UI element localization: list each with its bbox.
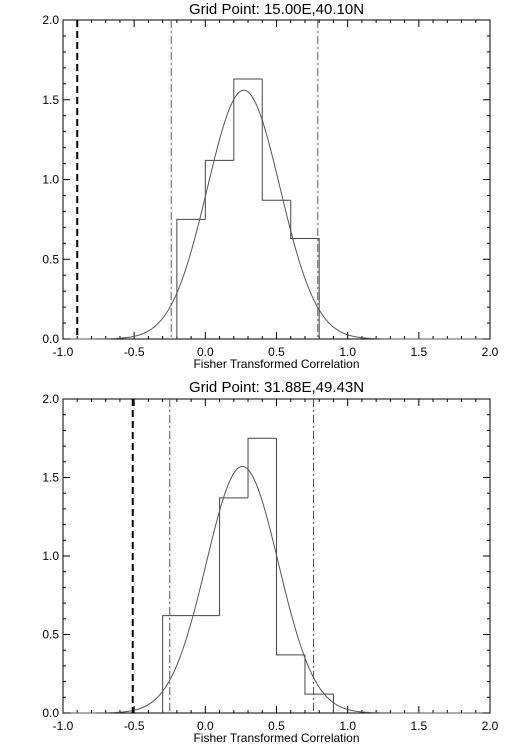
x-tick-label: 1.5 (410, 345, 427, 359)
normal-fit-curve (70, 466, 483, 714)
normal-fit-curve (70, 89, 483, 340)
y-tick-label: 1.5 (42, 471, 59, 485)
y-tick-label: 0.0 (42, 706, 59, 720)
histogram-bar (233, 78, 263, 161)
histogram-bar (219, 497, 249, 616)
y-tick-label: 0.5 (42, 252, 59, 266)
x-tick-label: -0.5 (124, 345, 145, 359)
x-tick-label: 1.0 (339, 719, 356, 733)
x-tick-label: 0.0 (197, 719, 214, 733)
y-tick-label: 1.0 (42, 173, 59, 187)
y-tick-label: 2.0 (42, 13, 59, 27)
histogram-bar (276, 438, 305, 656)
chart-panel-top: Grid Point: 15.00E,40.10N Fisher Transfo… (42, 1, 498, 371)
y-tick-label: 1.0 (42, 549, 59, 563)
plot-frame (62, 19, 491, 340)
x-tick-label: 2.0 (482, 719, 499, 733)
x-tick-label: 0.0 (197, 345, 214, 359)
x-tick-label: 0.5 (268, 719, 285, 733)
y-tick-label: 0.0 (42, 332, 59, 346)
x-tick-label: -1.0 (53, 345, 74, 359)
y-tick-label: 1.5 (42, 93, 59, 107)
histogram-bar (304, 654, 334, 713)
chart-title: Grid Point: 15.00E,40.10N (189, 1, 364, 18)
x-tick-label: 0.5 (268, 345, 285, 359)
x-axis-label: Fisher Transformed Correlation (193, 357, 359, 371)
chart-panel-bottom: Grid Point: 31.88E,49.43N Fisher Transfo… (42, 379, 498, 745)
x-tick-label: -0.5 (124, 719, 145, 733)
chart-title: Grid Point: 31.88E,49.43N (189, 379, 364, 396)
histogram-bar (261, 79, 291, 201)
histogram-bar (162, 615, 220, 713)
histogram-bar (290, 200, 320, 339)
x-tick-label: 1.0 (339, 345, 356, 359)
histogram-bar (247, 437, 277, 498)
x-axis-label: Fisher Transformed Correlation (193, 731, 359, 745)
histogram-bar (204, 159, 234, 220)
x-tick-label: 1.5 (410, 719, 427, 733)
y-tick-label: 0.5 (42, 628, 59, 642)
y-tick-label: 2.0 (42, 392, 59, 406)
histogram-bar (176, 218, 206, 339)
x-tick-label: 2.0 (482, 345, 499, 359)
x-tick-label: -1.0 (53, 719, 74, 733)
